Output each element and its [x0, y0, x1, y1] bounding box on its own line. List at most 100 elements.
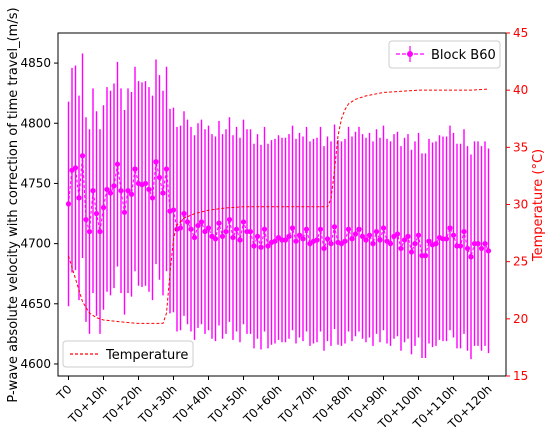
- velocity-point: [153, 159, 159, 165]
- velocity-point: [300, 236, 306, 242]
- legend-marker: [407, 51, 413, 57]
- velocity-point: [272, 238, 278, 244]
- velocity-point: [380, 225, 387, 231]
- x-tick-label: T0+60h: [240, 382, 284, 426]
- velocity-point: [212, 236, 219, 242]
- velocity-point: [359, 233, 366, 239]
- velocity-point: [191, 234, 198, 241]
- x-tick-label: T0+20h: [100, 382, 144, 426]
- velocity-point: [352, 231, 359, 237]
- velocity-point: [240, 219, 247, 225]
- velocity-point: [226, 216, 233, 223]
- velocity-point: [247, 228, 254, 235]
- velocity-point: [132, 166, 138, 172]
- velocity-point: [296, 232, 303, 238]
- y2-tick-label: 30: [513, 198, 528, 212]
- velocity-point: [188, 226, 194, 232]
- x-tick-label: T0+80h: [310, 382, 354, 426]
- legend-label-temperature: Temperature: [105, 348, 188, 363]
- velocity-point: [156, 174, 163, 181]
- velocity-point: [86, 228, 93, 235]
- velocity-point: [475, 241, 481, 247]
- x-tick-label: T0+10h: [65, 382, 109, 426]
- y2-tick-label: 20: [513, 312, 528, 326]
- velocity-point: [398, 245, 404, 252]
- velocity-point: [149, 195, 156, 201]
- velocity-point: [443, 236, 450, 242]
- velocity-point: [146, 186, 152, 193]
- velocity-point: [468, 254, 474, 260]
- legend-box: [62, 340, 194, 368]
- velocity-point: [485, 248, 492, 254]
- velocity-point: [254, 233, 261, 239]
- velocity-point: [261, 226, 268, 232]
- x-axis: T0T0+10hT0+20hT0+30hT0+40hT0+50hT0+60hT0…: [53, 376, 495, 427]
- velocity-point: [331, 224, 338, 230]
- velocity-point: [177, 225, 184, 231]
- velocity-point: [342, 238, 348, 244]
- velocity-point: [433, 241, 439, 247]
- velocity-point: [394, 231, 401, 237]
- velocity-point: [356, 226, 362, 232]
- x-tick-label: T0+70h: [275, 382, 319, 426]
- velocity-point: [258, 244, 264, 250]
- velocity-point: [328, 241, 334, 247]
- legend-box: [388, 40, 501, 69]
- velocity-point: [405, 233, 411, 239]
- velocity-point: [181, 210, 187, 217]
- velocity-point: [219, 233, 226, 239]
- velocity-point: [387, 241, 394, 247]
- velocity-point: [363, 237, 369, 243]
- x-tick-label: T0: [53, 382, 74, 403]
- velocity-point: [415, 232, 422, 238]
- velocity-point: [205, 225, 212, 231]
- velocity-point: [125, 188, 131, 194]
- velocity-point: [202, 228, 208, 235]
- velocity-point: [121, 209, 128, 215]
- velocity-point: [282, 237, 289, 243]
- velocity-point: [303, 226, 310, 232]
- velocity-point: [128, 191, 135, 197]
- velocity-point: [233, 226, 240, 232]
- velocity-point: [408, 249, 415, 255]
- velocity-point: [401, 237, 408, 243]
- velocity-point: [464, 245, 471, 252]
- velocity-point: [93, 210, 100, 217]
- y2-tick-label: 25: [513, 255, 528, 269]
- velocity-point: [345, 226, 352, 232]
- y-tick-label: 4650: [20, 297, 51, 311]
- velocity-point: [450, 232, 457, 238]
- velocity-point: [195, 222, 201, 229]
- velocity-point: [118, 188, 124, 194]
- velocity-point: [83, 216, 89, 223]
- velocity-point: [482, 241, 488, 247]
- velocity-point: [111, 183, 117, 189]
- y-tick-label: 4700: [20, 237, 51, 251]
- velocity-point: [366, 232, 373, 238]
- y2-tick-label: 45: [513, 26, 528, 40]
- velocity-point: [72, 165, 79, 171]
- y2-tick-label: 35: [513, 140, 528, 154]
- legend-temperature: Temperature: [62, 340, 194, 368]
- velocity-point: [349, 236, 355, 242]
- y-tick-label: 4750: [20, 176, 51, 190]
- velocity-point: [286, 233, 292, 239]
- y-axis-left: 4600 4650 4700 4750 4800 4850: [20, 56, 58, 371]
- velocity-point: [223, 228, 229, 235]
- velocity-point: [412, 241, 418, 247]
- velocity-point: [76, 195, 82, 201]
- velocity-point: [293, 238, 299, 244]
- velocity-point: [373, 228, 380, 235]
- velocity-point: [426, 238, 432, 244]
- velocity-point: [324, 236, 331, 242]
- velocity-point: [104, 186, 110, 193]
- y-axis-label: P-wave absolute velocity with correction…: [6, 7, 21, 402]
- velocity-point: [100, 204, 107, 211]
- plot-area: [65, 53, 492, 360]
- velocity-point: [97, 228, 103, 235]
- velocity-point: [251, 243, 257, 249]
- velocity-point: [107, 190, 114, 196]
- legend-label-velocity: Block B60: [431, 48, 496, 63]
- y2-tick-label: 40: [513, 83, 528, 97]
